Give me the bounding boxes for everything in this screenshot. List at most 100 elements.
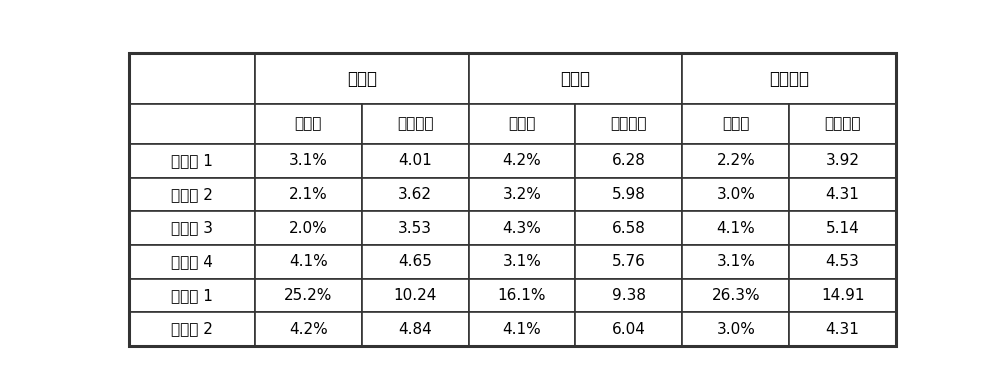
- Text: 4.1%: 4.1%: [503, 321, 541, 336]
- Text: 6.04: 6.04: [612, 321, 646, 336]
- Text: 3.0%: 3.0%: [716, 321, 755, 336]
- Text: 3.2%: 3.2%: [503, 187, 541, 202]
- Bar: [129, 245, 255, 279]
- Text: 10.24: 10.24: [393, 288, 437, 303]
- Bar: [469, 211, 575, 245]
- Text: 4.1%: 4.1%: [716, 221, 755, 236]
- Bar: [362, 104, 469, 144]
- Text: 发病率: 发病率: [722, 116, 749, 132]
- Text: 病情指数: 病情指数: [611, 116, 647, 132]
- Bar: [129, 279, 255, 312]
- Bar: [575, 211, 682, 245]
- Text: 9.38: 9.38: [612, 288, 646, 303]
- Text: 16.1%: 16.1%: [498, 288, 546, 303]
- Text: 3.62: 3.62: [398, 187, 432, 202]
- Bar: [682, 144, 789, 178]
- Text: 3.0%: 3.0%: [716, 187, 755, 202]
- Bar: [575, 245, 682, 279]
- Bar: [362, 211, 469, 245]
- Text: 4.31: 4.31: [826, 187, 860, 202]
- Bar: [255, 104, 362, 144]
- Text: 发病率: 发病率: [508, 116, 536, 132]
- Bar: [682, 178, 789, 211]
- Bar: [469, 245, 575, 279]
- Text: 4.53: 4.53: [826, 254, 860, 269]
- Text: 青枯病: 青枯病: [560, 70, 590, 88]
- Text: 黑胫病: 黑胫病: [347, 70, 377, 88]
- Text: 实施例 2: 实施例 2: [171, 187, 213, 202]
- Text: 实施例 4: 实施例 4: [171, 254, 213, 269]
- Bar: [362, 178, 469, 211]
- Text: 4.65: 4.65: [398, 254, 432, 269]
- Bar: [575, 144, 682, 178]
- Text: 4.3%: 4.3%: [503, 221, 541, 236]
- Bar: [682, 104, 789, 144]
- Bar: [789, 178, 896, 211]
- Bar: [255, 211, 362, 245]
- Bar: [255, 245, 362, 279]
- Text: 3.53: 3.53: [398, 221, 432, 236]
- Text: 26.3%: 26.3%: [711, 288, 760, 303]
- Text: 6.28: 6.28: [612, 153, 646, 168]
- Text: 发病率: 发病率: [295, 116, 322, 132]
- Text: 4.01: 4.01: [398, 153, 432, 168]
- Bar: [789, 312, 896, 346]
- Text: 对比例 2: 对比例 2: [171, 321, 213, 336]
- Text: 4.1%: 4.1%: [289, 254, 328, 269]
- Bar: [575, 312, 682, 346]
- Bar: [789, 144, 896, 178]
- Bar: [789, 245, 896, 279]
- Bar: [682, 312, 789, 346]
- Bar: [469, 178, 575, 211]
- Bar: [255, 178, 362, 211]
- Bar: [362, 279, 469, 312]
- Text: 3.92: 3.92: [826, 153, 860, 168]
- Text: 25.2%: 25.2%: [284, 288, 332, 303]
- Text: 4.2%: 4.2%: [503, 153, 541, 168]
- Bar: [129, 53, 255, 104]
- Text: 6.58: 6.58: [612, 221, 646, 236]
- Text: 3.1%: 3.1%: [716, 254, 755, 269]
- Bar: [129, 104, 255, 144]
- Bar: [255, 312, 362, 346]
- Text: 4.31: 4.31: [826, 321, 860, 336]
- Bar: [129, 211, 255, 245]
- Text: 3.1%: 3.1%: [503, 254, 541, 269]
- Bar: [469, 279, 575, 312]
- Text: 实施例 3: 实施例 3: [171, 221, 213, 236]
- Text: 2.2%: 2.2%: [716, 153, 755, 168]
- Text: 4.84: 4.84: [398, 321, 432, 336]
- Text: 根结线虫: 根结线虫: [769, 70, 809, 88]
- Bar: [255, 279, 362, 312]
- Text: 实施例 1: 实施例 1: [171, 153, 213, 168]
- Bar: [469, 104, 575, 144]
- Text: 5.98: 5.98: [612, 187, 646, 202]
- Bar: [129, 312, 255, 346]
- Bar: [789, 104, 896, 144]
- Bar: [129, 144, 255, 178]
- Bar: [362, 144, 469, 178]
- Text: 14.91: 14.91: [821, 288, 864, 303]
- Bar: [682, 279, 789, 312]
- Bar: [789, 211, 896, 245]
- Bar: [362, 312, 469, 346]
- Bar: [362, 245, 469, 279]
- Text: 4.2%: 4.2%: [289, 321, 328, 336]
- Bar: [129, 178, 255, 211]
- Bar: [469, 312, 575, 346]
- Bar: [575, 104, 682, 144]
- Text: 对比例 1: 对比例 1: [171, 288, 213, 303]
- Text: 5.76: 5.76: [612, 254, 646, 269]
- Bar: [469, 144, 575, 178]
- Bar: [682, 245, 789, 279]
- Bar: [469, 53, 682, 104]
- Bar: [255, 53, 469, 104]
- Text: 5.14: 5.14: [826, 221, 860, 236]
- Text: 2.1%: 2.1%: [289, 187, 328, 202]
- Bar: [682, 53, 896, 104]
- Text: 3.1%: 3.1%: [289, 153, 328, 168]
- Bar: [789, 279, 896, 312]
- Text: 病情指数: 病情指数: [397, 116, 433, 132]
- Bar: [575, 279, 682, 312]
- Text: 病情指数: 病情指数: [824, 116, 861, 132]
